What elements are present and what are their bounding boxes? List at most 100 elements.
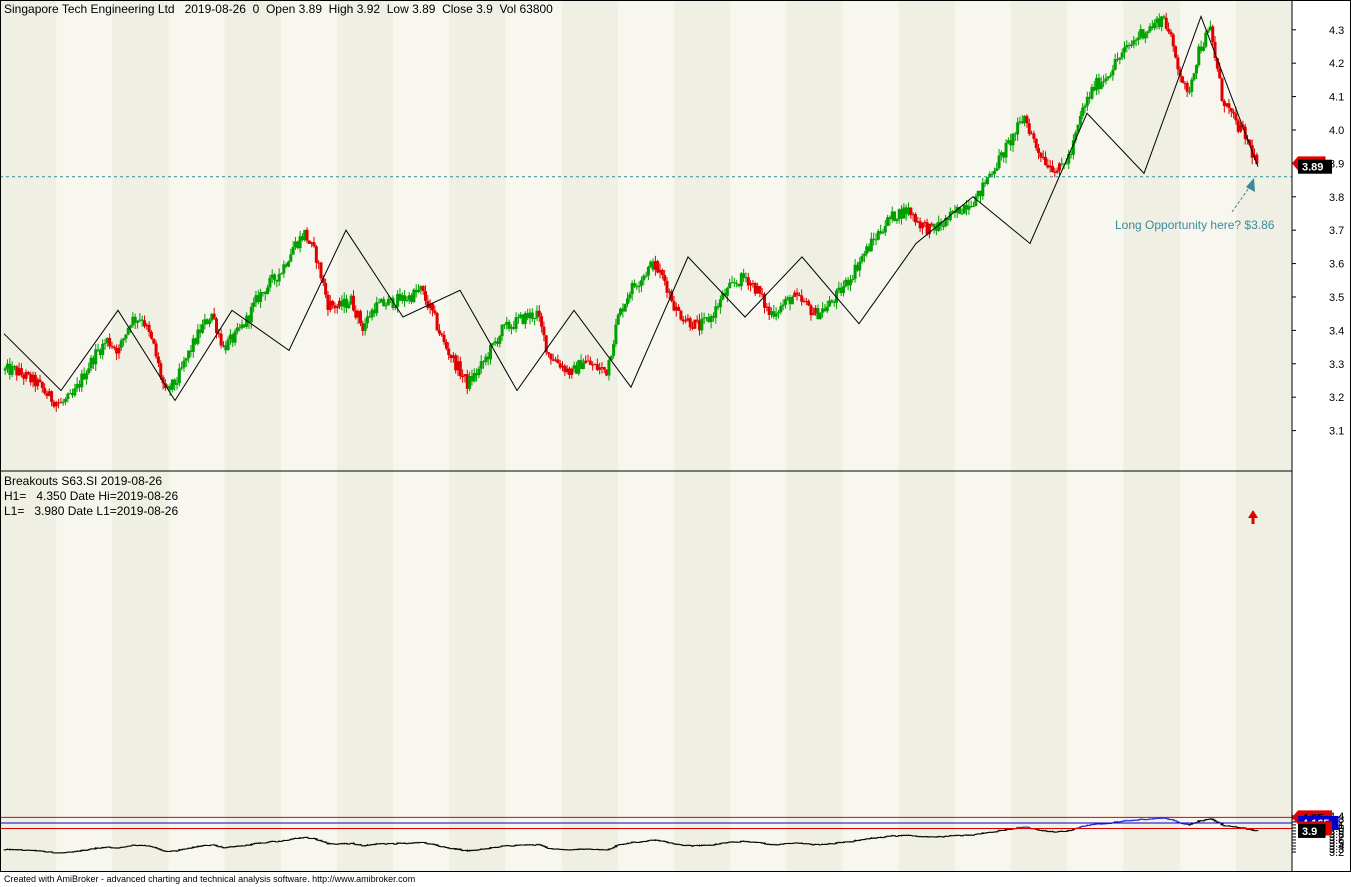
price-candle xyxy=(1120,52,1124,58)
breakout-candle xyxy=(1004,829,1008,831)
price-candle xyxy=(1013,133,1017,135)
price-candle xyxy=(212,313,216,319)
price-candle xyxy=(660,269,664,276)
price-candle xyxy=(1048,165,1052,168)
price-candle xyxy=(66,393,70,400)
annotation-arrow-line xyxy=(1231,184,1252,213)
price-candle xyxy=(242,324,246,327)
breakout-candle xyxy=(563,849,567,851)
breakout-candle xyxy=(1181,823,1185,825)
breakout-candle xyxy=(368,844,372,846)
breakout-candle xyxy=(221,847,225,849)
price-candle xyxy=(1155,18,1159,23)
price-candle xyxy=(398,293,402,301)
breakout-candle xyxy=(818,844,822,846)
breakout-candle xyxy=(477,849,481,851)
breakout-candle xyxy=(886,835,890,837)
price-candle xyxy=(228,334,232,340)
price-candle xyxy=(760,293,764,295)
price-candle xyxy=(1211,26,1215,43)
time-band xyxy=(617,0,675,872)
price-candle xyxy=(804,300,808,302)
breakout-candle xyxy=(788,842,792,844)
price-candle xyxy=(249,306,253,323)
breakout-candle xyxy=(1109,822,1113,824)
breakout-candle xyxy=(790,842,794,844)
breakout-candle xyxy=(1083,825,1087,827)
breakout-candle xyxy=(769,844,773,846)
price-candle xyxy=(1057,163,1061,171)
price-candle xyxy=(981,182,985,197)
price-candle xyxy=(502,324,506,326)
price-candle xyxy=(879,231,883,234)
price-candle xyxy=(1227,103,1231,109)
breakout-candle xyxy=(126,845,130,847)
breakout-candle xyxy=(1248,828,1252,830)
breakout-candle xyxy=(94,847,98,850)
breakout-candle xyxy=(152,846,156,848)
price-candle xyxy=(551,359,555,361)
breakout-candle xyxy=(317,839,321,841)
price-candle xyxy=(1255,154,1259,165)
breakout-candle xyxy=(1220,823,1224,826)
price-candle xyxy=(547,352,551,354)
price-candle xyxy=(612,343,616,356)
breakout-candle xyxy=(1057,830,1061,832)
breakout-candle xyxy=(166,850,170,852)
breakout-candle xyxy=(920,836,924,838)
breakout-candle xyxy=(960,835,964,837)
breakout-candle xyxy=(433,844,437,846)
breakout-candle xyxy=(902,834,906,836)
price-candle xyxy=(565,368,569,373)
y-tick-label: 3.9 xyxy=(1329,158,1344,170)
breakout-candle xyxy=(156,848,160,850)
price-candle xyxy=(749,283,753,286)
price-candle xyxy=(1225,103,1229,107)
breakout-candle xyxy=(1102,823,1106,825)
breakout-candle xyxy=(1234,826,1238,828)
breakout-candle xyxy=(588,848,592,850)
price-candle xyxy=(769,311,773,315)
breakout-candle xyxy=(356,844,360,846)
price-candle xyxy=(858,261,862,271)
price-candle xyxy=(939,221,943,226)
breakout-candle xyxy=(786,842,790,844)
price-candle xyxy=(468,376,472,389)
breakout-candle xyxy=(245,844,249,846)
breakout-candle xyxy=(598,849,602,851)
breakout-candle xyxy=(551,848,555,850)
breakout-candle xyxy=(890,835,894,837)
price-candle xyxy=(298,236,302,249)
breakout-candle xyxy=(73,851,77,853)
breakout-candle xyxy=(129,845,133,847)
price-candle xyxy=(593,364,597,366)
price-candle xyxy=(1018,121,1022,123)
price-candle xyxy=(240,324,244,328)
breakout-candle xyxy=(122,846,126,848)
breakout-candle xyxy=(709,844,713,846)
breakout-candle xyxy=(1041,830,1045,832)
price-candle xyxy=(317,262,321,264)
time-band xyxy=(168,0,226,872)
breakout-candle xyxy=(751,841,755,843)
price-candle xyxy=(368,316,372,318)
breakout-candle xyxy=(925,836,929,838)
price-candle xyxy=(124,334,128,339)
price-candle xyxy=(80,373,84,388)
breakout-candle xyxy=(865,838,869,840)
breakout-candle xyxy=(714,843,718,845)
breakout-candle xyxy=(342,843,346,845)
price-candle xyxy=(702,317,706,319)
breakout-candle xyxy=(384,843,388,845)
price-candle xyxy=(101,343,105,356)
price-candle xyxy=(87,368,91,374)
breakout-candle xyxy=(147,845,151,847)
breakout-candle xyxy=(955,834,959,836)
price-candle xyxy=(489,344,493,360)
time-band xyxy=(1067,0,1124,872)
breakout-candle xyxy=(217,846,221,848)
breakout-candle xyxy=(1129,820,1133,822)
breakout-candle xyxy=(1162,817,1166,819)
breakout-candle xyxy=(1146,819,1150,821)
breakout-candle xyxy=(268,841,272,843)
